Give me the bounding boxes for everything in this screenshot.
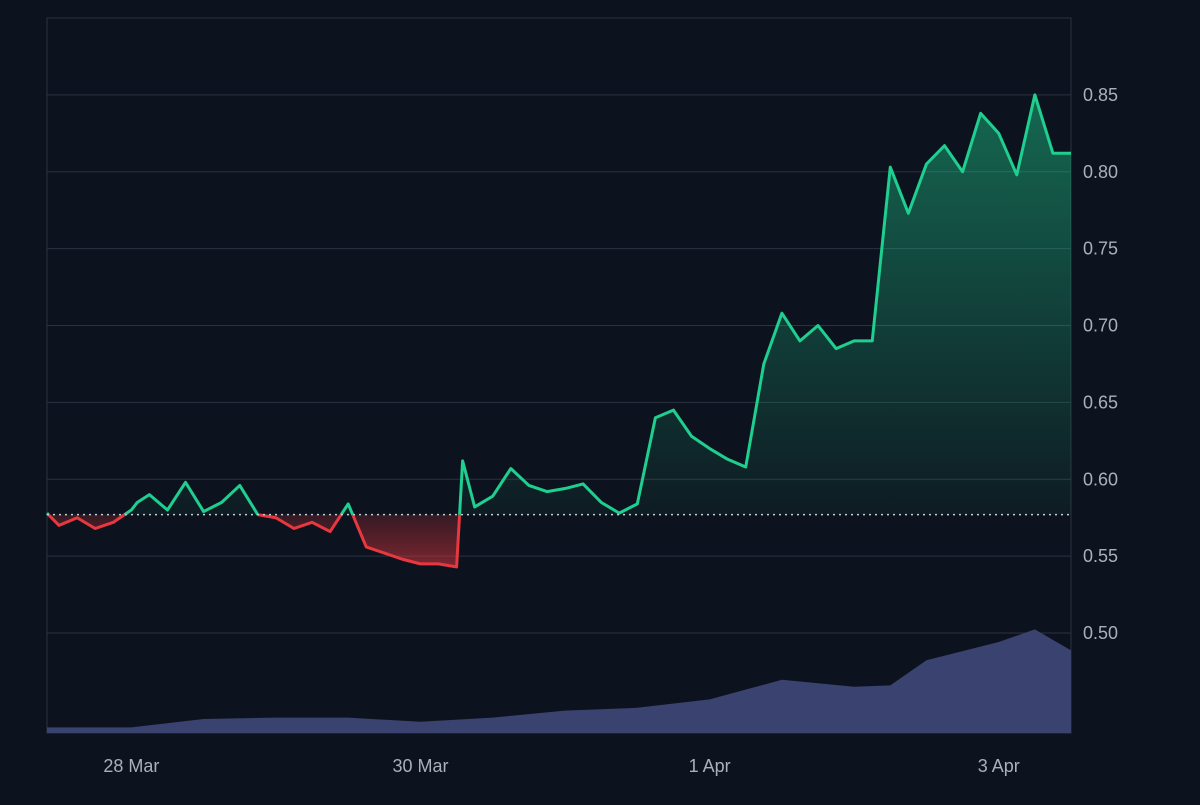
y-tick-label: 0.65 <box>1083 392 1118 412</box>
price-line-layer <box>45 93 1071 569</box>
price-line-up <box>123 480 260 516</box>
y-tick-label: 0.75 <box>1083 239 1118 259</box>
x-tick-label: 30 Mar <box>392 756 448 776</box>
price-line-down <box>47 513 126 530</box>
volume-layer <box>47 629 1071 733</box>
y-tick-label: 0.85 <box>1083 85 1118 105</box>
price-line-up <box>458 93 1071 515</box>
price-line-down <box>351 514 462 569</box>
area-fill-layer <box>47 94 1071 567</box>
x-tick-label: 1 Apr <box>689 756 731 776</box>
area-below-baseline <box>352 514 460 567</box>
y-tick-label: 0.60 <box>1083 469 1118 489</box>
y-tick-label: 0.80 <box>1083 162 1118 182</box>
axis-layer: 0.85 0.80 0.75 0.70 0.65 0.60 0.55 0.50 28 Mar 30… <box>103 85 1118 776</box>
area-above-baseline <box>459 94 1071 515</box>
y-tick-label: 0.55 <box>1083 546 1118 566</box>
price-line-down <box>257 513 343 534</box>
y-tick-label: 0.70 <box>1083 316 1118 336</box>
area-above-baseline <box>124 482 258 515</box>
x-tick-label: 28 Mar <box>103 756 159 776</box>
volume-area <box>47 629 1071 733</box>
y-tick-label: 0.50 <box>1083 623 1118 643</box>
price-line-up <box>339 502 355 516</box>
area-below-baseline <box>48 514 125 529</box>
x-tick-label: 3 Apr <box>978 756 1020 776</box>
